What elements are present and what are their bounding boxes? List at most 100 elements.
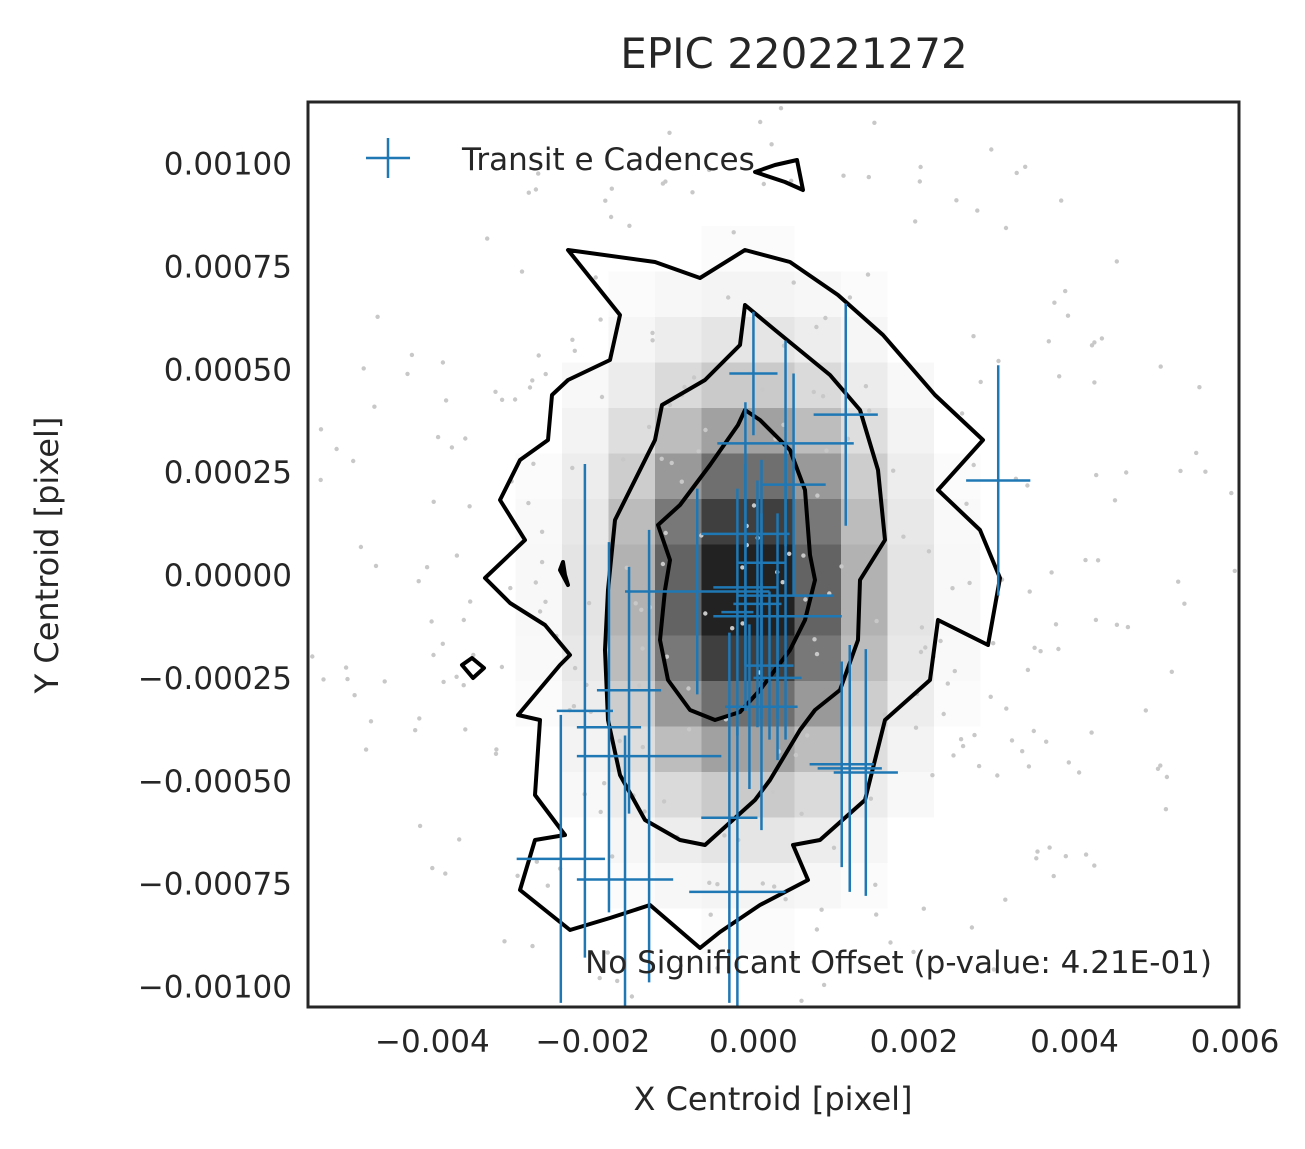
y-tick-label: 0.00025 bbox=[164, 455, 292, 491]
background-point bbox=[598, 809, 603, 815]
background-point bbox=[467, 504, 472, 509]
background-point bbox=[950, 586, 955, 591]
background-point bbox=[669, 460, 674, 466]
heatmap-cell bbox=[515, 544, 562, 590]
transit-cadence-point bbox=[576, 735, 674, 1007]
background-point bbox=[1114, 622, 1120, 627]
background-point bbox=[967, 580, 972, 586]
background-point bbox=[443, 398, 449, 403]
background-point bbox=[318, 477, 323, 483]
heatmap-cell bbox=[748, 226, 795, 272]
background-point bbox=[988, 694, 993, 699]
background-point bbox=[872, 120, 877, 126]
background-point bbox=[1178, 468, 1183, 474]
background-point bbox=[801, 553, 806, 558]
heatmap-cell bbox=[701, 453, 748, 499]
background-point bbox=[650, 330, 655, 336]
heatmap-cell bbox=[655, 408, 702, 454]
heatmap-cell bbox=[794, 544, 841, 590]
y-tick-label: 0.00100 bbox=[164, 147, 292, 183]
background-point bbox=[761, 181, 766, 187]
heatmap-cell bbox=[841, 681, 888, 727]
heatmap-cell bbox=[701, 362, 748, 408]
background-point bbox=[318, 427, 324, 432]
background-point bbox=[642, 809, 647, 814]
background-point bbox=[570, 337, 575, 342]
background-point bbox=[758, 119, 763, 125]
background-point bbox=[972, 732, 977, 738]
background-point bbox=[708, 912, 713, 917]
background-point bbox=[969, 925, 975, 930]
background-point bbox=[799, 998, 804, 1003]
background-point bbox=[715, 882, 720, 887]
background-point bbox=[760, 387, 765, 392]
background-point bbox=[1032, 645, 1037, 650]
background-point bbox=[373, 563, 379, 569]
background-point bbox=[1020, 749, 1025, 754]
background-point bbox=[823, 315, 828, 321]
heatmap-cell bbox=[887, 681, 934, 727]
background-point bbox=[1003, 225, 1009, 231]
transit-cadence-point bbox=[689, 727, 786, 1007]
y-tick-label: −0.00050 bbox=[138, 764, 292, 800]
heatmap-cell bbox=[887, 499, 934, 545]
contour-island-left1 bbox=[558, 560, 570, 587]
background-point bbox=[793, 752, 799, 758]
background-point bbox=[1076, 770, 1082, 775]
x-axis-label: X Centroid [pixel] bbox=[633, 1080, 912, 1118]
background-point bbox=[572, 665, 578, 671]
background-point bbox=[431, 499, 436, 504]
background-point bbox=[874, 618, 879, 624]
background-point bbox=[413, 728, 418, 733]
background-point bbox=[930, 773, 935, 778]
background-point bbox=[918, 164, 923, 170]
background-point bbox=[435, 434, 441, 440]
heatmap-cell bbox=[608, 681, 655, 727]
background-point bbox=[792, 956, 798, 961]
background-point bbox=[1053, 622, 1059, 627]
background-point bbox=[502, 939, 507, 944]
transit-cadence-errorbars bbox=[516, 303, 1031, 1007]
heatmap-cell bbox=[701, 499, 748, 545]
x-tick-label: 0.006 bbox=[1191, 1024, 1280, 1060]
background-point bbox=[526, 500, 531, 506]
background-point bbox=[772, 884, 777, 889]
background-point bbox=[791, 280, 796, 285]
background-point bbox=[960, 743, 966, 749]
background-point bbox=[539, 529, 545, 534]
background-point bbox=[778, 106, 784, 111]
background-point bbox=[571, 704, 577, 709]
background-point bbox=[443, 871, 448, 876]
background-point bbox=[534, 859, 539, 864]
background-point bbox=[1182, 601, 1187, 606]
background-point bbox=[831, 845, 837, 850]
background-point bbox=[740, 621, 745, 626]
background-point bbox=[991, 641, 996, 646]
transit-cadence-point bbox=[745, 591, 794, 740]
background-point bbox=[621, 457, 626, 462]
background-point bbox=[1114, 259, 1120, 264]
heatmap-cell bbox=[887, 772, 934, 818]
heatmap-cell bbox=[887, 408, 934, 454]
background-point bbox=[1066, 760, 1072, 765]
background-point bbox=[424, 565, 430, 570]
heatmap-cell bbox=[655, 317, 702, 363]
background-point bbox=[926, 549, 932, 554]
background-point bbox=[461, 683, 466, 688]
background-point bbox=[868, 796, 874, 801]
y-tick-label: −0.00075 bbox=[138, 867, 292, 903]
contour-island-left2 bbox=[460, 656, 486, 680]
background-point bbox=[629, 994, 635, 999]
x-tick-label: −0.004 bbox=[375, 1024, 490, 1060]
background-point bbox=[493, 751, 499, 756]
background-point bbox=[678, 963, 683, 968]
background-point bbox=[1083, 852, 1089, 857]
background-point bbox=[863, 384, 869, 389]
heatmap-cell bbox=[887, 590, 934, 636]
background-point bbox=[664, 654, 670, 659]
heatmap-cell bbox=[934, 635, 981, 681]
background-point bbox=[1229, 490, 1234, 496]
background-point bbox=[820, 394, 826, 399]
background-point bbox=[449, 445, 455, 450]
